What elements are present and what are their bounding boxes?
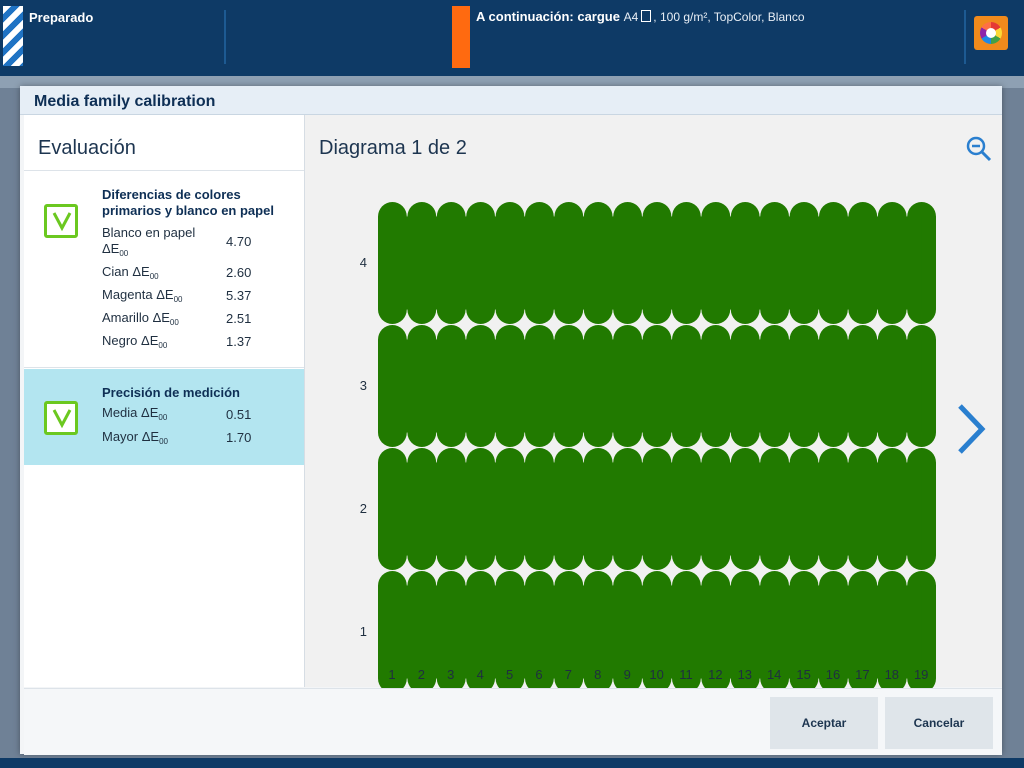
chevron-right-icon bbox=[958, 404, 986, 454]
column-label: 4 bbox=[476, 667, 484, 682]
patch-row-fill bbox=[392, 216, 922, 310]
measurement-precision-block[interactable]: Precisión de medición Media ΔE00 0.51 Ma… bbox=[24, 369, 304, 465]
column-label: 12 bbox=[708, 667, 723, 682]
next-job-indicator bbox=[452, 6, 470, 68]
patch-row-fill bbox=[392, 585, 922, 679]
metric-value: 4.70 bbox=[226, 234, 252, 249]
column-label: 15 bbox=[796, 667, 811, 682]
column-label: 11 bbox=[679, 667, 693, 682]
dialog-footer: Aceptar Cancelar bbox=[24, 688, 1002, 755]
metric-label: Cian ΔE00 bbox=[102, 264, 159, 281]
color-alert-button[interactable] bbox=[974, 16, 1008, 50]
check-icon bbox=[44, 401, 78, 435]
next-label: A continuación: cargue bbox=[476, 9, 620, 24]
column-label: 9 bbox=[623, 667, 631, 682]
metric-value: 5.37 bbox=[226, 288, 252, 303]
divider bbox=[964, 10, 966, 64]
metric-label: Negro ΔE00 bbox=[102, 333, 168, 350]
patch-grid bbox=[378, 202, 936, 693]
column-label: 5 bbox=[505, 667, 514, 682]
color-difference-block[interactable]: Diferencias de colores primarios y blanc… bbox=[24, 171, 304, 368]
column-label: 2 bbox=[417, 667, 425, 682]
calibration-dialog: Media family calibration Evaluación Dife… bbox=[20, 86, 1002, 755]
row-label: 4 bbox=[359, 255, 367, 270]
metric-value: 1.70 bbox=[226, 430, 252, 445]
next-media: A4 bbox=[623, 10, 639, 24]
row-label: 2 bbox=[359, 501, 367, 516]
metric-label: Mayor ΔE00 bbox=[102, 429, 168, 446]
cancel-button[interactable]: Cancelar bbox=[885, 697, 993, 749]
metric-label: Media ΔE00 bbox=[102, 405, 168, 422]
block-title: Precisión de medición bbox=[102, 385, 240, 400]
check-icon bbox=[44, 204, 78, 238]
column-label: 3 bbox=[447, 667, 455, 682]
column-label: 6 bbox=[535, 667, 543, 682]
column-label: 17 bbox=[855, 667, 870, 682]
column-label: 7 bbox=[564, 667, 572, 682]
bottom-bar bbox=[0, 758, 1024, 768]
column-label: 13 bbox=[737, 667, 753, 682]
column-label: 19 bbox=[913, 667, 929, 682]
patch-row-fill bbox=[392, 462, 922, 556]
patch-row-fill bbox=[392, 339, 922, 433]
row-label: 3 bbox=[359, 378, 367, 393]
metric-label: Magenta ΔE00 bbox=[102, 287, 183, 304]
column-label: 8 bbox=[594, 667, 602, 682]
column-label: 10 bbox=[649, 667, 664, 682]
printer-status: Preparado bbox=[29, 10, 94, 25]
zoom-out-icon[interactable] bbox=[965, 135, 993, 163]
column-label: 14 bbox=[766, 667, 782, 682]
metric-value: 2.60 bbox=[226, 265, 252, 280]
evaluation-panel: Evaluación Diferencias de colores primar… bbox=[24, 115, 305, 687]
divider bbox=[224, 10, 226, 64]
metric-label: Amarillo ΔE00 bbox=[102, 310, 179, 327]
column-label: 1 bbox=[388, 667, 396, 682]
top-status-bar: Preparado A continuación: cargue A4 , 100… bbox=[0, 0, 1024, 76]
accept-button[interactable]: Aceptar bbox=[770, 697, 878, 749]
column-label: 18 bbox=[884, 667, 900, 682]
evaluation-heading: Evaluación bbox=[38, 137, 136, 159]
metric-value: 1.37 bbox=[226, 334, 252, 349]
metric-label: Blanco en papel ΔE00 bbox=[102, 225, 196, 258]
metric-value: 0.51 bbox=[226, 407, 252, 422]
status-stripes-icon bbox=[3, 6, 23, 66]
background-tabs bbox=[0, 76, 1024, 88]
next-load-info: A continuación: cargue A4 , 100 g/m², Top… bbox=[476, 9, 805, 24]
metric-value: 2.51 bbox=[226, 311, 252, 326]
diagram-title: Diagrama 1 de 2 bbox=[319, 137, 467, 159]
dialog-header: Media family calibration bbox=[20, 86, 1002, 115]
block-title: Diferencias de colores primarios y blanc… bbox=[102, 187, 274, 218]
paper-sheet-icon bbox=[641, 10, 652, 22]
next-details: , 100 g/m², TopColor, Blanco bbox=[653, 10, 805, 24]
divider bbox=[24, 170, 304, 171]
row-label: 1 bbox=[359, 624, 367, 639]
next-diagram-button[interactable] bbox=[954, 402, 988, 456]
dialog-title: Media family calibration bbox=[34, 93, 216, 110]
color-wheel-icon bbox=[980, 22, 1002, 44]
column-label: 16 bbox=[825, 667, 841, 682]
